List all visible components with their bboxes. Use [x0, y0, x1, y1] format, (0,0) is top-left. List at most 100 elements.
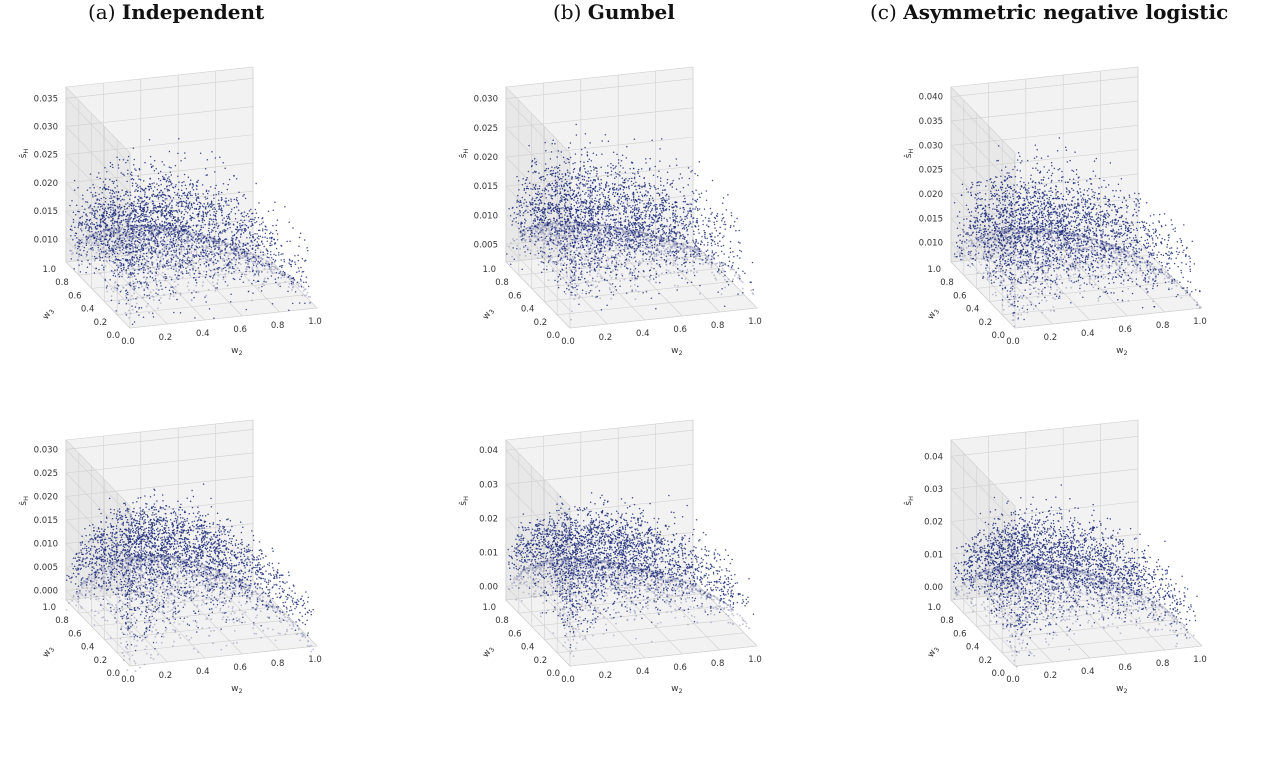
data-point	[187, 272, 189, 274]
surface-point	[176, 228, 179, 231]
x-tick-label: 0.6	[233, 325, 247, 335]
data-point	[258, 202, 260, 204]
surface-point	[654, 242, 657, 244]
surface-point	[172, 287, 175, 289]
data-point	[225, 252, 227, 254]
data-point	[151, 237, 153, 239]
data-point	[272, 224, 274, 227]
surface-point	[69, 249, 71, 252]
data-point	[168, 150, 171, 153]
data-point	[213, 255, 215, 258]
data-point	[113, 222, 116, 224]
data-point	[133, 217, 136, 220]
data-point	[255, 182, 257, 185]
data-point	[150, 246, 153, 248]
grid-line-z	[65, 162, 254, 250]
data-point	[199, 228, 202, 231]
data-point	[132, 228, 134, 231]
surface-point	[180, 233, 183, 235]
data-point	[215, 212, 217, 215]
data-point	[97, 203, 100, 205]
data-point	[301, 258, 304, 260]
data-point	[212, 275, 215, 277]
data-point	[93, 242, 96, 244]
data-point	[116, 264, 118, 267]
data-point	[185, 200, 188, 202]
data-point	[126, 231, 128, 234]
data-point	[238, 241, 241, 243]
data-point	[140, 235, 142, 238]
data-point	[281, 266, 283, 269]
data-point	[132, 226, 134, 228]
data-point	[206, 174, 209, 176]
surface-point	[167, 268, 170, 270]
surface-point	[246, 251, 248, 253]
data-point	[170, 257, 172, 260]
data-point	[182, 200, 185, 203]
data-point	[216, 260, 219, 262]
data-point	[163, 206, 165, 208]
data-point	[78, 210, 80, 213]
surface-point	[167, 258, 170, 261]
data-point	[164, 286, 167, 289]
data-point	[204, 249, 206, 251]
surface-point	[715, 279, 718, 281]
data-point	[123, 228, 125, 231]
data-point	[199, 264, 202, 266]
data-point	[257, 229, 260, 232]
data-point	[221, 198, 223, 200]
surface-point	[194, 232, 197, 235]
data-point	[213, 245, 215, 248]
data-point	[130, 212, 132, 214]
surface-point	[638, 260, 641, 263]
surface-point	[256, 266, 259, 269]
data-point	[219, 256, 222, 258]
surface-point	[168, 243, 171, 246]
data-point	[142, 245, 145, 247]
data-point	[201, 245, 203, 247]
surface-point	[186, 242, 189, 245]
surface-point	[623, 236, 625, 239]
data-point	[85, 220, 87, 223]
data-point	[91, 207, 93, 210]
data-point	[209, 276, 212, 278]
surface-point	[145, 278, 148, 281]
data-point	[300, 266, 302, 269]
surface-point	[594, 280, 597, 283]
data-point	[105, 233, 107, 235]
data-point	[235, 206, 238, 208]
surface-point	[126, 235, 128, 238]
data-point	[232, 277, 235, 280]
data-point	[150, 252, 153, 255]
data-point	[198, 211, 201, 213]
data-point	[238, 257, 241, 259]
data-point	[195, 225, 198, 228]
data-point	[142, 249, 145, 251]
data-point	[269, 232, 271, 235]
data-point	[255, 265, 258, 267]
surface-point	[565, 273, 568, 275]
data-point	[261, 217, 264, 219]
data-point	[148, 227, 150, 229]
data-point	[169, 238, 172, 241]
data-point	[281, 264, 284, 267]
surface-point	[226, 259, 229, 262]
data-point	[167, 252, 169, 254]
data-point	[118, 203, 121, 206]
data-point	[136, 228, 138, 230]
data-point	[181, 264, 184, 267]
surface-point	[239, 263, 242, 266]
surface-point	[227, 265, 230, 268]
data-point	[257, 247, 259, 250]
data-point	[118, 237, 121, 240]
data-point	[276, 233, 279, 235]
data-point	[105, 197, 107, 200]
surface-point	[195, 242, 198, 245]
surface-point	[99, 236, 102, 239]
data-point	[121, 241, 124, 244]
data-point	[74, 226, 76, 228]
data-point	[112, 248, 114, 250]
data-point	[99, 230, 102, 233]
data-point	[178, 230, 181, 233]
data-point	[276, 219, 279, 221]
